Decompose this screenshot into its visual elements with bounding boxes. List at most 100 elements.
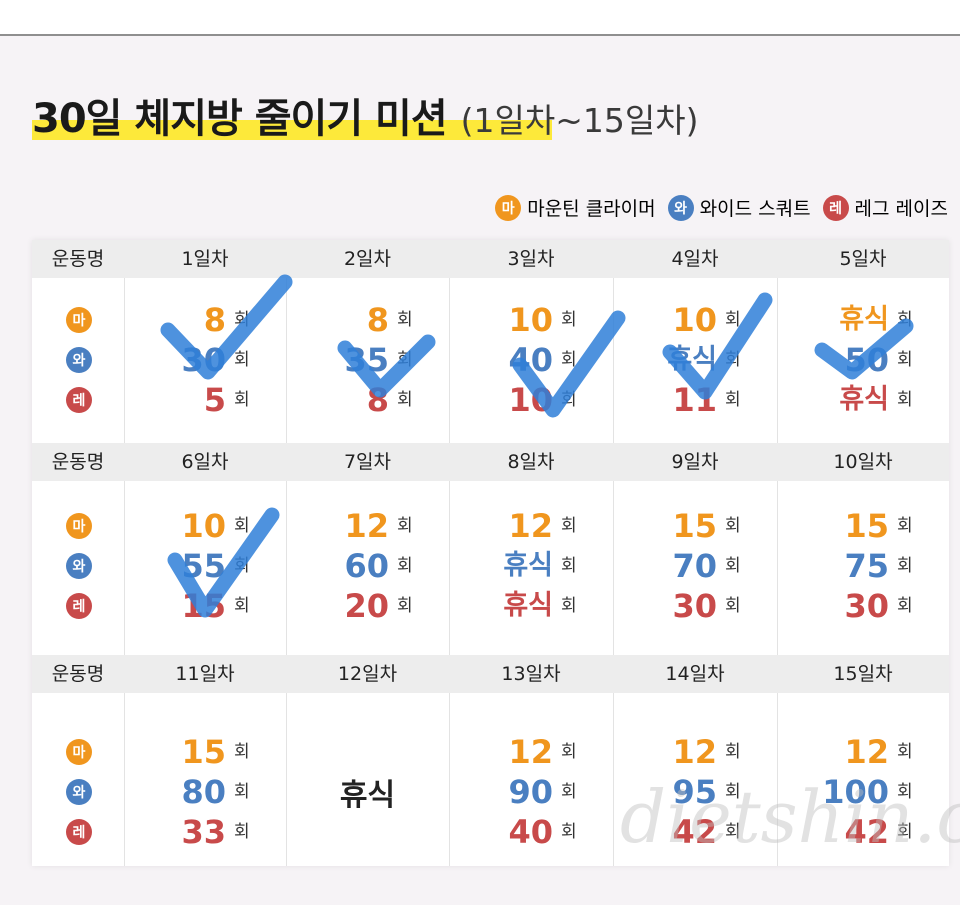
rep-count: 50 bbox=[844, 341, 889, 379]
rep-unit: 회 bbox=[725, 556, 741, 576]
rep-count: 10 bbox=[181, 507, 226, 545]
rep-unit: 회 bbox=[725, 596, 741, 616]
rep-unit: 회 bbox=[561, 742, 577, 762]
rep-count: 휴식 bbox=[503, 550, 553, 581]
rep-count: 20 bbox=[344, 587, 389, 625]
column-divider bbox=[777, 240, 778, 866]
header-row: 운동명 6일차 7일차 8일차 9일차 10일차 bbox=[32, 443, 949, 481]
day-header: 1일차 bbox=[181, 248, 229, 270]
rep-unit: 회 bbox=[234, 516, 250, 536]
rep-unit: 회 bbox=[561, 350, 577, 370]
rep-unit: 회 bbox=[897, 782, 913, 802]
exercise-badge: 마 bbox=[66, 739, 92, 765]
rep-count: 11 bbox=[672, 381, 717, 419]
rep-count: 33 bbox=[181, 813, 226, 851]
legend-label: 마운틴 클라이머 bbox=[527, 198, 656, 220]
rep-count: 10 bbox=[672, 301, 717, 339]
rep-count: 15 bbox=[181, 587, 226, 625]
rep-count: 휴식 bbox=[839, 304, 889, 335]
rep-unit: 회 bbox=[725, 782, 741, 802]
exercise-label-header: 운동명 bbox=[51, 451, 105, 473]
rep-count: 5 bbox=[203, 381, 226, 419]
rep-count: 80 bbox=[181, 773, 226, 811]
rep-unit: 회 bbox=[725, 310, 741, 330]
exercise-badge: 와 bbox=[66, 347, 92, 373]
legend-item: 마 마운틴 클라이머 bbox=[495, 194, 656, 221]
legend: 마 마운틴 클라이머 와 와이드 스쿼트 레 레그 레이즈 bbox=[483, 194, 948, 221]
rep-count: 90 bbox=[508, 773, 553, 811]
mission-table: 운동명 1일차 2일차 3일차 4일차 5일차 마 와 레 8 회 30 회 5 회 8 회 35 회 8 회 10 회 40… bbox=[32, 240, 949, 866]
legend-badge: 와 bbox=[667, 194, 694, 221]
day-header: 14일차 bbox=[665, 663, 725, 685]
day-header: 11일차 bbox=[175, 663, 235, 685]
rep-count: 100 bbox=[822, 773, 889, 811]
rep-unit: 회 bbox=[897, 556, 913, 576]
title-sub: (1일차~15일차) bbox=[460, 101, 699, 140]
rep-unit: 회 bbox=[397, 556, 413, 576]
rep-count: 30 bbox=[844, 587, 889, 625]
rep-unit: 회 bbox=[234, 782, 250, 802]
rep-count: 12 bbox=[844, 733, 889, 771]
exercise-badge: 레 bbox=[66, 593, 92, 619]
exercise-label-header: 운동명 bbox=[51, 663, 105, 685]
exercise-badge: 마 bbox=[66, 307, 92, 333]
rep-count: 42 bbox=[672, 813, 717, 851]
rep-count: 휴식 bbox=[839, 384, 889, 415]
rep-count: 12 bbox=[508, 733, 553, 771]
exercise-label-header: 운동명 bbox=[51, 248, 105, 270]
rep-unit: 회 bbox=[561, 390, 577, 410]
rep-unit: 회 bbox=[561, 822, 577, 842]
day-header: 7일차 bbox=[343, 451, 392, 473]
day-header: 6일차 bbox=[181, 451, 229, 473]
rep-count: 30 bbox=[672, 587, 717, 625]
rep-unit: 회 bbox=[897, 822, 913, 842]
exercise-badge: 와 bbox=[66, 553, 92, 579]
rep-unit: 회 bbox=[897, 596, 913, 616]
rep-count: 휴식 bbox=[503, 590, 553, 621]
rep-unit: 회 bbox=[234, 390, 250, 410]
rep-count: 15 bbox=[844, 507, 889, 545]
exercise-badge: 레 bbox=[66, 819, 92, 845]
rep-unit: 회 bbox=[561, 516, 577, 536]
header-row: 운동명 11일차 12일차 13일차 14일차 15일차 bbox=[32, 655, 949, 693]
rep-unit: 회 bbox=[397, 350, 413, 370]
watermark: dietshin.com bbox=[620, 775, 960, 859]
rep-count: 12 bbox=[672, 733, 717, 771]
day-header: 12일차 bbox=[337, 663, 398, 685]
rep-unit: 회 bbox=[234, 596, 250, 616]
rep-unit: 회 bbox=[234, 742, 250, 762]
rep-unit: 회 bbox=[397, 310, 413, 330]
rep-unit: 회 bbox=[725, 516, 741, 536]
rep-count: 10 bbox=[508, 301, 553, 339]
rest-day-label: 휴식 bbox=[339, 778, 396, 813]
title-highlight bbox=[32, 120, 552, 140]
top-bar bbox=[0, 0, 960, 36]
day-header: 8일차 bbox=[507, 451, 555, 473]
header-row: 운동명 1일차 2일차 3일차 4일차 5일차 bbox=[32, 240, 949, 278]
rep-count: 15 bbox=[181, 733, 226, 771]
exercise-badge: 마 bbox=[66, 513, 92, 539]
day-header: 4일차 bbox=[671, 248, 719, 270]
rep-count: 30 bbox=[181, 341, 226, 379]
rep-count: 55 bbox=[181, 547, 226, 585]
rep-unit: 회 bbox=[725, 822, 741, 842]
rep-unit: 회 bbox=[397, 390, 413, 410]
rep-unit: 회 bbox=[234, 822, 250, 842]
rep-unit: 회 bbox=[897, 742, 913, 762]
rep-count: 60 bbox=[344, 547, 389, 585]
rep-count: 70 bbox=[672, 547, 717, 585]
column-divider bbox=[449, 240, 450, 866]
day-header: 10일차 bbox=[833, 451, 893, 473]
column-divider bbox=[124, 240, 125, 866]
rep-count: 12 bbox=[508, 507, 553, 545]
legend-badge: 마 bbox=[495, 194, 522, 221]
page-title: 30일 체지방 줄이기 미션 (1일차~15일차) bbox=[32, 86, 698, 146]
day-header: 2일차 bbox=[343, 248, 392, 270]
rep-unit: 회 bbox=[234, 350, 250, 370]
rep-unit: 회 bbox=[397, 596, 413, 616]
rep-unit: 회 bbox=[561, 556, 577, 576]
rep-count: 42 bbox=[844, 813, 889, 851]
rep-unit: 회 bbox=[725, 742, 741, 762]
legend-label: 레그 레이즈 bbox=[854, 198, 948, 220]
exercise-badge: 레 bbox=[66, 387, 92, 413]
